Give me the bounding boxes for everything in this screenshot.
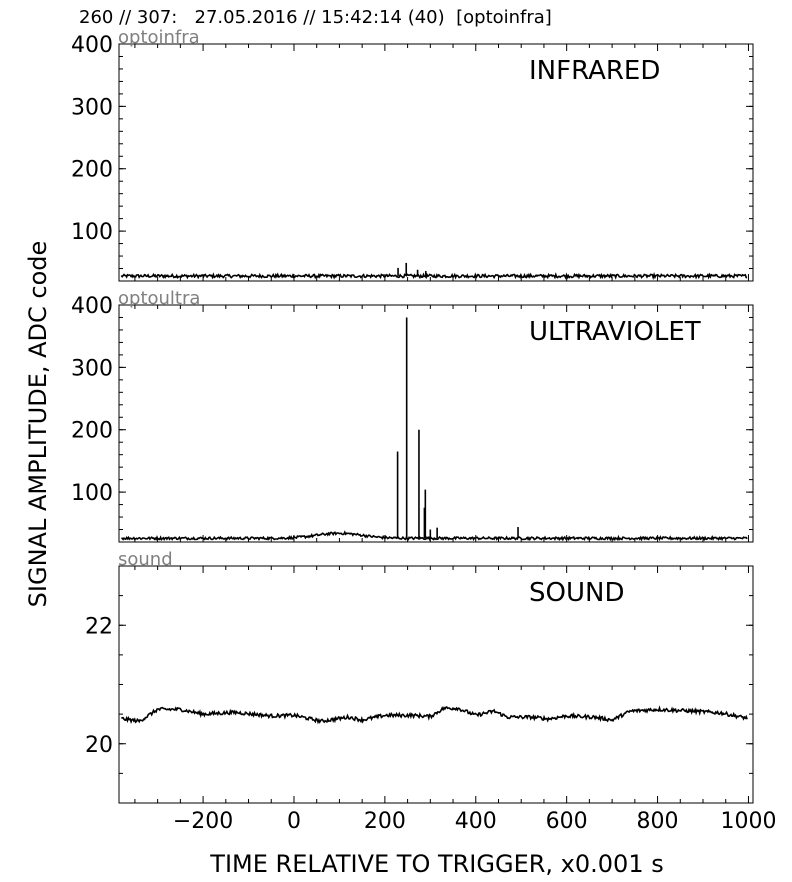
x-tick-label: 400 [455,809,497,834]
panel-title: INFRARED [529,56,660,86]
panel-title: ULTRAVIOLET [529,317,701,347]
y-tick-label: 20 [85,733,113,758]
y-axis-label: SIGNAL AMPLITUDE, ADC code [24,241,52,608]
y-tick-label: 200 [71,419,113,444]
x-tick-label: 600 [546,809,588,834]
x-tick-label: 200 [364,809,406,834]
panel-title: SOUND [529,578,624,608]
panel-frame [118,43,754,282]
panel-frame [118,304,754,543]
y-tick-label: 200 [71,158,113,183]
figure-title: 260 // 307: 27.05.2016 // 15:42:14 (40) … [79,7,552,28]
y-tick-label: 100 [71,481,113,506]
signal-trace [121,530,748,542]
channel-label: optoultra [118,288,200,309]
x-tick-label: −200 [173,809,233,834]
channel-label: optoinfra [118,27,200,48]
y-tick-label: 400 [71,33,113,58]
channel-label: sound [118,549,173,570]
signal-trace [121,705,748,725]
y-tick-label: 100 [71,220,113,245]
y-tick-label: 22 [85,614,113,639]
x-axis-label: TIME RELATIVE TO TRIGGER, x0.001 s [209,850,663,878]
y-tick-label: 300 [71,95,113,120]
y-tick-label: 300 [71,356,113,381]
x-tick-label: 0 [287,809,301,834]
panel-frame [118,565,754,804]
y-tick-label: 400 [71,294,113,319]
signal-trace [120,272,748,281]
x-tick-label: 800 [637,809,679,834]
x-tick-label: 1000 [720,809,776,834]
